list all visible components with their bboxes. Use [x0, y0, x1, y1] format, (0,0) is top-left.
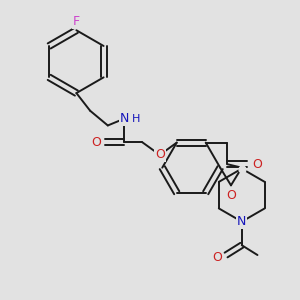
Text: F: F	[73, 15, 80, 28]
Text: O: O	[91, 136, 101, 148]
Text: O: O	[155, 148, 165, 161]
Text: N: N	[237, 215, 247, 228]
Text: O: O	[226, 189, 236, 202]
Text: O: O	[252, 158, 262, 171]
Text: H: H	[132, 114, 140, 124]
Text: O: O	[212, 251, 222, 265]
Text: N: N	[120, 112, 129, 125]
